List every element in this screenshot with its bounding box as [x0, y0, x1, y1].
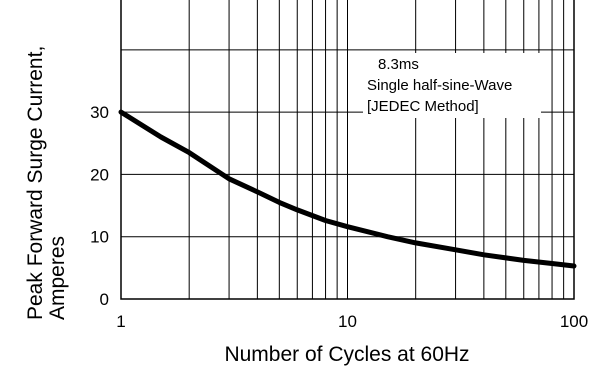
x-tick-label: 100: [560, 312, 588, 331]
grid: [121, 0, 574, 299]
y-tick-label: 10: [90, 228, 109, 247]
y-tick-label: 20: [90, 165, 109, 184]
annotation-line-1: 8.3ms: [378, 56, 419, 73]
tick-labels: 1 10 100 0 10 20 30: [90, 103, 588, 331]
series-line: [118, 109, 577, 269]
annotation: 8.3ms Single half-sine-Wave [JEDEC Metho…: [363, 53, 541, 118]
y-axis-label-line-2: Amperes: [46, 236, 69, 320]
annotation-line-3: [JEDEC Method]: [367, 98, 479, 115]
annotation-background: [363, 53, 541, 118]
y-tick-label: 0: [100, 290, 109, 309]
x-tick-label: 1: [116, 312, 125, 331]
x-tick-label: 10: [338, 312, 357, 331]
y-tick-label: 30: [90, 103, 109, 122]
y-axis-label-line-1: Peak Forward Surge Current,: [24, 46, 47, 320]
plot-frame: [120, 0, 575, 300]
x-axis-label: Number of Cycles at 60Hz: [224, 343, 469, 366]
annotation-line-2: Single half-sine-Wave: [367, 77, 512, 94]
